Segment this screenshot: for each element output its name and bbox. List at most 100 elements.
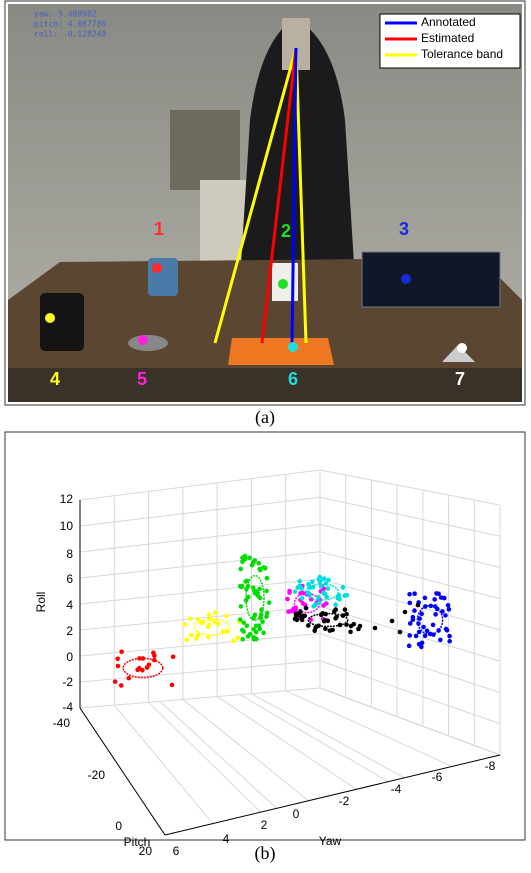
- object-marker: [288, 342, 298, 352]
- sample-point: [317, 601, 322, 606]
- sample-point: [423, 604, 428, 609]
- sample-point: [333, 616, 338, 621]
- z-tick-label: -2: [62, 675, 73, 689]
- object-marker: [138, 335, 148, 345]
- sample-point: [407, 592, 412, 597]
- sample-point: [328, 628, 333, 633]
- z-tick-label: 8: [66, 547, 73, 561]
- sample-point: [412, 608, 417, 613]
- sample-point: [247, 556, 252, 561]
- sample-point: [440, 609, 445, 614]
- sample-point: [447, 607, 452, 612]
- sample-point: [253, 591, 258, 596]
- sample-point: [436, 591, 441, 596]
- sample-point: [323, 626, 328, 631]
- sample-point: [390, 619, 395, 624]
- sample-point: [420, 641, 425, 646]
- sample-point: [248, 632, 253, 637]
- z-tick-label: 4: [66, 598, 73, 612]
- sample-point: [240, 637, 245, 642]
- sample-point: [326, 578, 331, 583]
- sample-point: [171, 655, 176, 660]
- sample-point: [304, 606, 309, 611]
- sample-point: [341, 613, 346, 618]
- sample-point: [344, 622, 349, 627]
- sample-point: [345, 593, 350, 598]
- sample-point: [152, 653, 157, 658]
- sample-point: [446, 603, 451, 608]
- sample-point: [311, 604, 316, 609]
- object-label: 2: [281, 221, 291, 241]
- sample-point: [244, 598, 249, 603]
- sample-point: [243, 579, 248, 584]
- sample-point: [189, 633, 194, 638]
- sample-point: [196, 633, 201, 638]
- sample-point: [188, 616, 193, 621]
- x-tick-label: 0: [293, 807, 300, 821]
- sample-point: [259, 612, 264, 617]
- sample-point: [264, 589, 269, 594]
- sample-point: [184, 637, 189, 642]
- sample-point: [257, 623, 262, 628]
- sample-point: [300, 596, 305, 601]
- sample-point: [238, 617, 243, 622]
- object-label: 4: [50, 369, 60, 389]
- sample-point: [152, 658, 157, 663]
- object-marker: [152, 263, 162, 273]
- phone: [128, 335, 168, 351]
- sample-point: [258, 596, 263, 601]
- sample-point: [285, 597, 290, 602]
- sample-point: [213, 610, 218, 615]
- sample-point: [324, 595, 329, 600]
- object-label: 3: [399, 219, 409, 239]
- sample-point: [423, 633, 428, 638]
- sample-point: [333, 602, 338, 607]
- sample-point: [431, 632, 436, 637]
- sample-point: [300, 617, 305, 622]
- sample-point: [447, 634, 452, 639]
- x-tick-label: -4: [391, 782, 402, 796]
- sample-point: [436, 628, 441, 633]
- sample-point: [126, 676, 131, 681]
- sample-point: [245, 623, 250, 628]
- sample-point: [287, 590, 292, 595]
- sample-point: [412, 591, 417, 596]
- sample-point: [407, 601, 412, 606]
- sample-point: [293, 589, 298, 594]
- sample-point: [260, 619, 265, 624]
- object-marker: [457, 343, 467, 353]
- sample-point: [306, 582, 311, 587]
- sample-point: [113, 679, 118, 684]
- sample-point: [251, 585, 256, 590]
- sample-point: [252, 637, 257, 642]
- sample-point: [240, 559, 245, 564]
- sample-point: [208, 617, 213, 622]
- sample-point: [348, 630, 353, 635]
- sample-point: [298, 591, 303, 596]
- overlay-text: pitch: 4.087786: [34, 20, 106, 29]
- sample-point: [241, 629, 246, 634]
- y-tick-label: 0: [115, 819, 122, 833]
- legend-label: Tolerance band: [421, 47, 503, 61]
- object-marker: [401, 274, 411, 284]
- sample-point: [408, 621, 413, 626]
- caption: (b): [255, 843, 276, 864]
- sample-point: [265, 576, 270, 581]
- object-label: 6: [288, 369, 298, 389]
- sample-point: [243, 554, 248, 559]
- sample-point: [258, 568, 263, 573]
- sample-point: [256, 561, 261, 566]
- x-tick-label: -6: [432, 770, 443, 784]
- sample-point: [432, 597, 437, 602]
- sample-point: [351, 622, 356, 627]
- sample-point: [442, 596, 447, 601]
- y-tick-label: -20: [88, 768, 106, 782]
- y-tick-label: -40: [53, 716, 71, 730]
- sample-point: [403, 610, 408, 615]
- sample-point: [264, 614, 269, 619]
- shelf: [170, 110, 240, 190]
- sample-point: [411, 617, 416, 622]
- sample-point: [444, 627, 449, 632]
- sample-point: [115, 656, 120, 661]
- sample-point: [137, 656, 142, 661]
